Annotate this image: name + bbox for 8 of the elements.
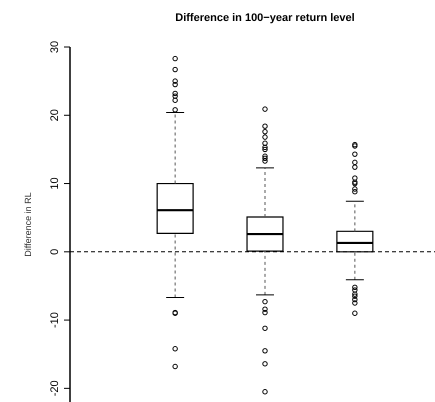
- y-tick-label: 20: [49, 109, 61, 122]
- chart-title: Difference in 100−year return level: [174, 12, 356, 24]
- y-tick-label: 10: [49, 177, 61, 190]
- y-axis-title: Difference in RL: [23, 192, 34, 257]
- y-tick-label: 0: [49, 248, 61, 255]
- y-tick-label: 30: [49, 40, 61, 54]
- y-tick-label: -10: [49, 312, 61, 328]
- y-tick-label: -20: [49, 380, 61, 396]
